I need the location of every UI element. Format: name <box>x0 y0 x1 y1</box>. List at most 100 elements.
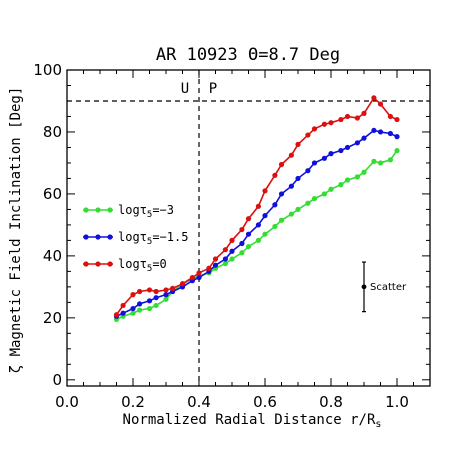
legend-marker <box>107 261 113 267</box>
legend-label-value: =0 <box>152 257 166 271</box>
data-point <box>137 301 143 307</box>
data-point <box>245 216 252 222</box>
data-point <box>130 310 136 316</box>
y-tick-label: 20 <box>43 309 62 327</box>
x-tick-label: 1.0 <box>385 393 409 411</box>
x-tick-label: 0.4 <box>187 393 211 411</box>
data-point <box>311 160 318 166</box>
data-point <box>212 262 219 268</box>
legend-marker <box>83 234 89 240</box>
data-point <box>354 174 360 180</box>
data-point <box>189 274 195 281</box>
data-point <box>245 243 252 250</box>
data-point <box>272 223 278 230</box>
legend-label-subscript: 5 <box>147 264 152 274</box>
data-point <box>371 127 377 134</box>
x-tick-label: 0.6 <box>253 393 277 411</box>
legend-label: logτ5=0 <box>118 257 167 274</box>
data-point <box>272 202 278 208</box>
data-point <box>146 305 153 312</box>
data-point <box>163 292 169 298</box>
legend-marker <box>95 234 101 240</box>
data-point <box>137 288 143 295</box>
data-point <box>222 247 228 253</box>
data-point <box>146 287 153 293</box>
data-point <box>305 168 311 174</box>
data-point <box>288 211 294 217</box>
data-point <box>377 129 384 135</box>
data-point <box>338 147 344 154</box>
axis-ticks <box>66 69 430 386</box>
data-point <box>288 152 294 158</box>
data-point <box>163 296 169 302</box>
data-point <box>394 147 400 154</box>
x-tick-label: 0.8 <box>319 393 343 411</box>
data-point <box>196 270 202 276</box>
data-point <box>137 307 143 313</box>
data-point <box>239 226 245 233</box>
data-point <box>229 256 235 262</box>
data-point <box>394 134 400 140</box>
data-point <box>377 101 384 107</box>
legend-label-value: =−3 <box>152 203 174 217</box>
data-point <box>338 116 344 123</box>
legend-marker <box>95 261 101 267</box>
data-point <box>305 132 311 138</box>
y-tick-label: 60 <box>43 185 62 203</box>
data-point <box>387 130 393 137</box>
plot-frame <box>66 69 431 387</box>
legend-label-subscript: 5 <box>147 237 152 247</box>
data-point <box>354 115 360 121</box>
data-point <box>361 110 367 116</box>
data-point <box>153 302 159 309</box>
data-point <box>179 281 186 287</box>
data-point <box>120 302 126 309</box>
legend-label-value: =−1.5 <box>152 230 188 244</box>
scatter-label: Scatter <box>370 282 407 293</box>
legend-label-main: logτ <box>118 230 147 244</box>
data-point <box>278 191 285 197</box>
data-point <box>206 265 212 271</box>
data-point <box>239 250 245 256</box>
data-point <box>377 160 384 166</box>
data-point <box>163 287 169 293</box>
data-point <box>222 261 228 267</box>
data-point <box>371 95 377 101</box>
legend-marker <box>83 207 89 213</box>
data-point <box>239 240 245 247</box>
data-point <box>371 158 377 164</box>
y-tick-label: 100 <box>33 61 62 79</box>
data-point <box>120 310 126 316</box>
data-point <box>354 140 360 146</box>
data-point <box>288 183 294 189</box>
data-point <box>361 135 367 141</box>
data-point <box>278 217 285 223</box>
legend-marker <box>107 207 113 213</box>
data-point <box>311 126 318 132</box>
y-tick-label: 80 <box>43 123 62 141</box>
data-point <box>229 248 235 254</box>
data-point <box>272 172 278 178</box>
y-axis-label: ζ Magnetic Field Inclination [Deg] <box>8 87 24 374</box>
data-point <box>278 161 285 168</box>
data-point <box>146 298 153 304</box>
data-point <box>130 292 136 298</box>
data-point <box>153 295 159 301</box>
data-point <box>344 144 351 151</box>
data-point <box>255 222 261 228</box>
x-axis-label: Normalized Radial Distance r/Rs <box>123 412 382 430</box>
data-point <box>387 157 393 163</box>
data-point <box>212 256 219 262</box>
legend-marker <box>107 234 113 240</box>
y-tick-labels: 0 20 40 60 80 100 <box>33 61 62 389</box>
data-point <box>387 113 393 120</box>
data-point <box>295 141 301 147</box>
data-point <box>321 191 327 197</box>
data-point <box>394 116 400 123</box>
data-point <box>305 200 311 206</box>
data-point <box>113 312 120 318</box>
data-point <box>262 231 268 237</box>
data-point <box>295 206 301 213</box>
